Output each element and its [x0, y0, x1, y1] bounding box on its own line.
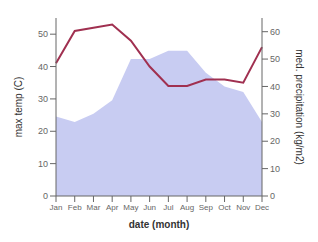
svg-text:20: 20	[38, 126, 48, 136]
svg-text:0: 0	[43, 191, 48, 201]
svg-text:10: 10	[270, 164, 280, 174]
svg-text:Dec: Dec	[255, 203, 269, 212]
svg-text:Aug: Aug	[180, 203, 194, 212]
svg-text:date (month): date (month)	[129, 219, 190, 230]
svg-text:50: 50	[270, 54, 280, 64]
svg-text:20: 20	[270, 136, 280, 146]
svg-text:Jan: Jan	[50, 203, 63, 212]
svg-text:May: May	[123, 203, 138, 212]
svg-text:Apr: Apr	[106, 203, 119, 212]
svg-text:60: 60	[270, 27, 280, 37]
svg-text:Jul: Jul	[163, 203, 173, 212]
svg-text:10: 10	[38, 159, 48, 169]
svg-text:Nov: Nov	[236, 203, 250, 212]
svg-text:med. precipitation (kg/m2): med. precipitation (kg/m2)	[294, 49, 305, 165]
svg-text:Sep: Sep	[199, 203, 214, 212]
svg-text:50: 50	[38, 29, 48, 39]
svg-text:30: 30	[270, 109, 280, 119]
svg-text:Mar: Mar	[87, 203, 101, 212]
svg-text:40: 40	[38, 62, 48, 72]
svg-text:Jun: Jun	[143, 203, 156, 212]
svg-text:Feb: Feb	[68, 203, 82, 212]
svg-text:30: 30	[38, 94, 48, 104]
svg-text:40: 40	[270, 82, 280, 92]
svg-text:Oct: Oct	[218, 203, 231, 212]
svg-text:max temp (C): max temp (C)	[13, 77, 24, 138]
svg-text:0: 0	[270, 191, 275, 201]
